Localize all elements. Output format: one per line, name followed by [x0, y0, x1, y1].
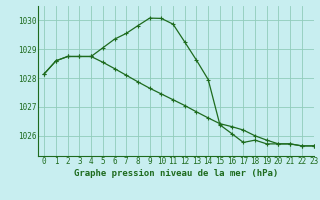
- X-axis label: Graphe pression niveau de la mer (hPa): Graphe pression niveau de la mer (hPa): [74, 169, 278, 178]
